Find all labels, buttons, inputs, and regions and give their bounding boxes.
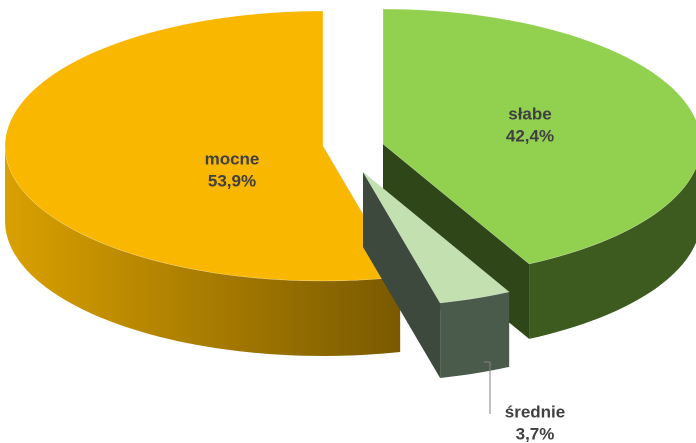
slice-label: mocne	[205, 149, 260, 168]
slice-top	[382, 8, 696, 265]
pie	[4, 8, 696, 378]
slice-value: 3,7%	[516, 424, 555, 443]
slice-side	[5, 146, 401, 356]
slice-cut	[363, 172, 441, 378]
slice-side	[529, 167, 696, 339]
slice-top	[362, 171, 510, 304]
slice	[4, 10, 401, 356]
slice-value: 53,9%	[208, 171, 256, 190]
slice-side	[440, 291, 510, 378]
leader-line	[484, 361, 491, 414]
slice-value: 42,4%	[506, 126, 554, 145]
slice	[362, 171, 510, 378]
slice-top	[4, 10, 401, 282]
slice-label: słabe	[508, 104, 551, 123]
slice-label: średnie	[505, 402, 565, 421]
labels: słabe 42,4% mocne 53,9% średnie 3,7%	[205, 104, 566, 443]
